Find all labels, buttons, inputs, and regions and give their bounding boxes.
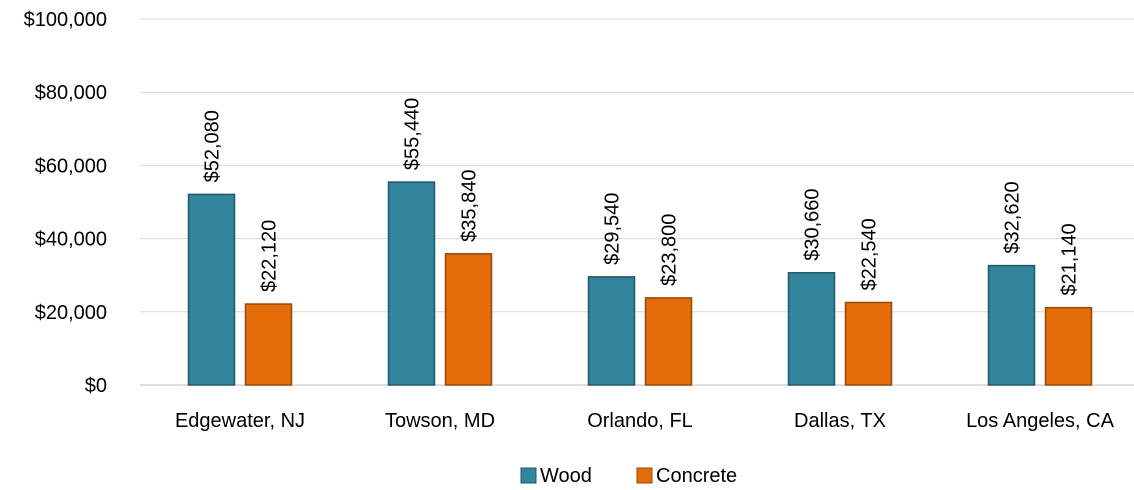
x-tick-label: Towson, MD: [385, 410, 495, 432]
legend: Wood Concrete: [520, 465, 737, 487]
bar-concrete: [244, 303, 293, 386]
legend-swatch-wood: [520, 467, 537, 484]
y-tick-label: $60,000: [35, 155, 107, 177]
bar-wood: [987, 264, 1036, 386]
data-label: $52,080: [202, 110, 224, 182]
bar-wood: [387, 181, 436, 386]
data-label: $55,440: [402, 98, 424, 170]
bar-wood: [187, 193, 236, 386]
y-tick-label: $80,000: [35, 82, 107, 104]
bar-concrete: [444, 253, 493, 386]
x-tick-label: Dallas, TX: [794, 410, 886, 432]
data-label: $23,800: [659, 214, 681, 286]
bar-wood: [587, 276, 636, 386]
y-tick-label: $100,000: [24, 9, 107, 31]
x-tick-label: Los Angeles, CA: [966, 410, 1115, 432]
y-axis: $0 $20,000 $40,000 $60,000 $80,000 $100,000: [24, 9, 107, 397]
bar-concrete: [844, 301, 893, 386]
x-axis: Edgewater, NJ Towson, MD Orlando, FL Dallas…: [175, 410, 1115, 432]
data-label: $21,140: [1059, 223, 1081, 295]
data-label: $35,840: [459, 170, 481, 242]
y-tick-label: $0: [85, 375, 107, 397]
x-tick-label: Edgewater, NJ: [175, 410, 305, 432]
x-tick-label: Orlando, FL: [587, 410, 693, 432]
bar-concrete: [644, 297, 693, 386]
y-tick-label: $40,000: [35, 229, 107, 251]
gridlines: [140, 18, 1134, 386]
bar-concrete: [1044, 306, 1093, 386]
y-tick-label: $20,000: [35, 302, 107, 324]
legend-label-concrete: Concrete: [656, 465, 737, 487]
data-label: $30,660: [802, 188, 824, 260]
data-label: $32,620: [1002, 181, 1024, 253]
legend-swatch-concrete: [636, 467, 653, 484]
legend-label-wood: Wood: [540, 465, 592, 487]
data-label: $29,540: [602, 193, 624, 265]
bars: $52,080 $22,120 $55,440 $35,840 $29,540 $23,8…: [187, 98, 1093, 386]
data-label: $22,540: [859, 218, 881, 290]
bar-wood: [787, 272, 836, 386]
data-label: $22,120: [259, 220, 281, 292]
